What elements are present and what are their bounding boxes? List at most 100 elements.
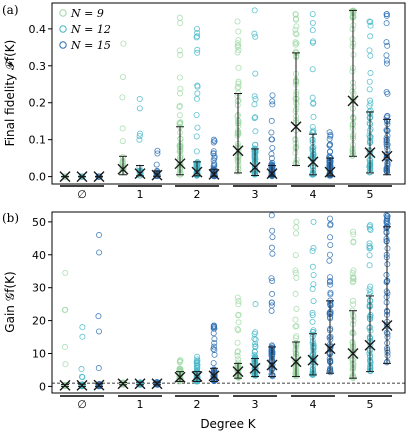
- data-point: [154, 147, 161, 154]
- legend-label-n9: N = 9: [70, 7, 104, 20]
- data-point: [193, 34, 200, 41]
- data-point: [120, 40, 127, 47]
- data-point: [293, 23, 300, 30]
- data-point: [61, 344, 68, 351]
- data-point: [251, 351, 258, 358]
- x-tick-label: 4: [310, 188, 317, 201]
- data-point: [310, 357, 317, 364]
- data-point: [252, 141, 259, 148]
- data-point: [384, 352, 391, 359]
- data-point: [349, 68, 356, 75]
- data-point: [210, 148, 217, 155]
- data-point: [310, 298, 317, 305]
- data-point: [384, 349, 391, 356]
- data-point: [366, 86, 373, 93]
- legend-marker-n9: [59, 9, 67, 17]
- mean-marker: [266, 168, 278, 180]
- data-point: [177, 20, 184, 27]
- data-point: [384, 141, 391, 148]
- data-point: [326, 251, 333, 258]
- data-point: [310, 344, 317, 351]
- data-point: [210, 330, 217, 337]
- data-point: [350, 356, 357, 363]
- data-point: [292, 149, 299, 156]
- mean-marker: [59, 171, 71, 183]
- data-point: [268, 212, 275, 219]
- mean-marker: [76, 379, 88, 391]
- data-point: [269, 98, 276, 105]
- data-point: [136, 105, 143, 112]
- data-point: [252, 301, 259, 308]
- data-point: [367, 360, 374, 367]
- y-tick-label: 0: [39, 380, 46, 393]
- data-point: [349, 297, 356, 304]
- data-point: [251, 115, 258, 122]
- data-point: [350, 267, 357, 274]
- data-point: [327, 234, 334, 241]
- x-tick-label: 2: [194, 398, 201, 411]
- data-point: [269, 290, 276, 297]
- x-tick-label: 3: [252, 398, 259, 411]
- data-point: [366, 262, 373, 269]
- data-point: [194, 90, 201, 97]
- y-tick-label: 0.1: [29, 134, 47, 147]
- mean-marker: [93, 171, 105, 183]
- data-point: [235, 319, 242, 326]
- data-point: [62, 382, 69, 389]
- data-point: [327, 301, 334, 308]
- data-point: [268, 302, 275, 309]
- data-point: [366, 292, 373, 299]
- data-point: [211, 322, 218, 329]
- panel-a-points: [61, 7, 391, 180]
- y-tick-label: 50: [32, 216, 46, 229]
- data-point: [384, 42, 391, 49]
- y-tick-label: 40: [32, 249, 46, 262]
- data-point: [177, 136, 184, 143]
- data-point: [309, 39, 316, 46]
- data-point: [235, 80, 242, 87]
- y-tick-label: 30: [32, 282, 46, 295]
- data-point: [78, 366, 85, 373]
- data-point: [384, 113, 391, 120]
- data-point: [292, 323, 299, 330]
- data-point: [309, 20, 316, 27]
- data-point: [309, 309, 316, 316]
- data-point: [366, 252, 373, 259]
- mean-marker: [232, 366, 244, 378]
- data-point: [327, 291, 334, 298]
- data-point: [211, 160, 218, 167]
- data-point: [194, 353, 201, 360]
- data-point: [366, 286, 373, 293]
- mean-marker: [381, 320, 393, 332]
- data-point: [268, 155, 275, 162]
- legend-marker-n15: [59, 41, 67, 49]
- data-point: [350, 239, 357, 246]
- data-point: [366, 243, 373, 250]
- panel-b-points: [61, 212, 391, 390]
- data-point: [292, 41, 299, 48]
- data-point: [211, 351, 218, 358]
- data-point: [136, 96, 143, 103]
- data-point: [252, 365, 259, 372]
- data-point: [367, 283, 374, 290]
- data-point: [350, 278, 357, 285]
- x-tick-label: 5: [367, 398, 374, 411]
- x-tick-label: 1: [137, 188, 144, 201]
- data-point: [136, 136, 143, 143]
- data-point: [235, 37, 242, 44]
- mean-marker: [76, 171, 88, 183]
- data-point: [177, 357, 184, 364]
- data-point: [119, 94, 126, 101]
- data-point: [269, 250, 276, 257]
- data-point: [269, 277, 276, 284]
- data-point: [383, 89, 390, 96]
- data-point: [79, 324, 86, 331]
- data-point: [367, 33, 374, 40]
- data-point: [193, 25, 200, 32]
- data-point: [154, 150, 161, 157]
- data-point: [176, 161, 183, 168]
- legend-label-n15: N = 15: [70, 39, 111, 52]
- data-point: [309, 94, 316, 101]
- data-point: [176, 74, 183, 81]
- data-point: [234, 84, 241, 91]
